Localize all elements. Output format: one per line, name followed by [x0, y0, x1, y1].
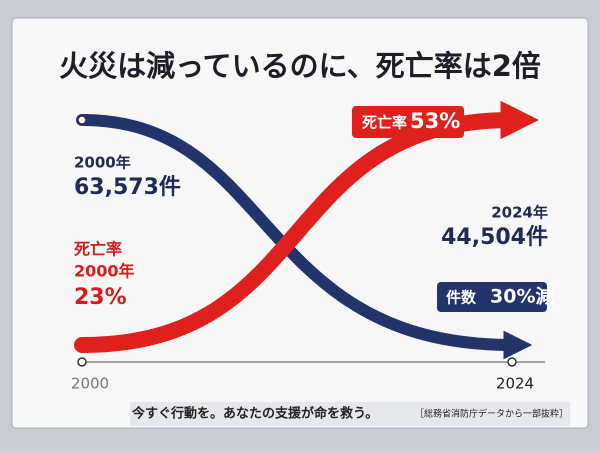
chart-title: 火災は減っているのに、死亡率は2倍: [59, 49, 541, 83]
footer-bar: [130, 402, 570, 426]
start-point: [77, 115, 87, 125]
series-line: [76, 114, 533, 360]
year-label: 2000年: [74, 154, 131, 172]
source: ［総務省消防庁データから一部抜粋］: [415, 408, 568, 420]
value-label: 23%: [74, 285, 127, 310]
x-tick-label: 2000: [71, 375, 109, 393]
x-tick-label: 2024: [496, 375, 534, 393]
badge: [437, 282, 547, 312]
year-label: 2024年: [491, 204, 548, 222]
footer: 今すぐ行動を。あなたの支援が命を救う。: [131, 406, 378, 422]
value-label: 44,504件: [441, 225, 548, 250]
year-label: 2000年: [74, 262, 135, 281]
x-tick: [77, 357, 87, 367]
x-tick: [507, 357, 517, 367]
value-label: 53%: [410, 109, 460, 133]
legend-entry: 死亡率: [362, 114, 407, 132]
value-label: 63,573件: [74, 175, 181, 200]
legend-entry: 件数: [446, 289, 477, 307]
annotation: 30%減: [490, 285, 554, 308]
series-name: 死亡率: [74, 240, 122, 259]
badge: [352, 106, 464, 138]
